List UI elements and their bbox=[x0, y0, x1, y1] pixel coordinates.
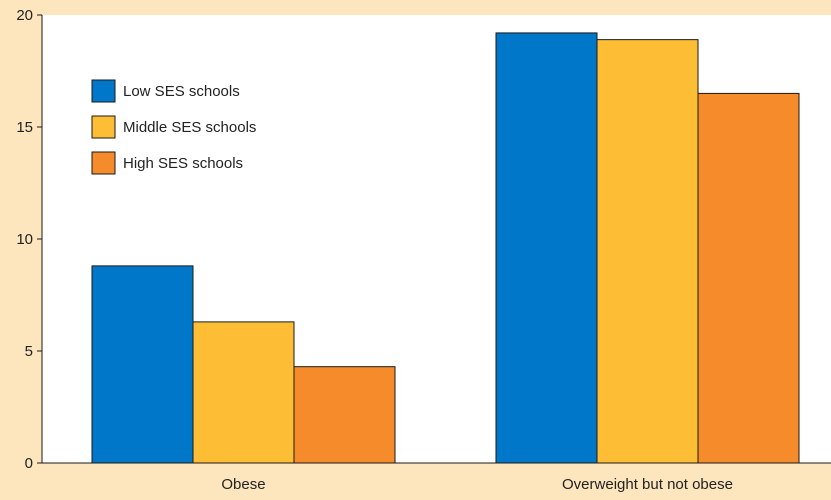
bar-overweight-but-not-obese-low-ses-schools bbox=[495, 32, 598, 464]
y-tick-label: 20 bbox=[16, 7, 33, 24]
y-tick-label: 15 bbox=[16, 119, 33, 136]
y-tick-label: 10 bbox=[16, 231, 33, 248]
y-tick-label: 0 bbox=[25, 455, 33, 472]
legend: Low SES schools Middle SES schools High SE… bbox=[91, 79, 256, 175]
legend-swatch bbox=[91, 79, 116, 103]
x-category-label: Overweight but not obese bbox=[562, 476, 733, 493]
legend-label: High SES schools bbox=[123, 155, 243, 172]
legend-label: Low SES schools bbox=[123, 83, 240, 100]
y-axis: 0 5 10 15 20 bbox=[16, 7, 43, 472]
legend-swatch bbox=[91, 115, 116, 139]
bar-overweight-but-not-obese-middle-ses-schools bbox=[596, 39, 699, 464]
legend-swatch bbox=[91, 151, 116, 175]
x-category-label: Obese bbox=[221, 476, 265, 493]
bar-obese-high-ses-schools bbox=[293, 366, 396, 464]
legend-label: Middle SES schools bbox=[123, 119, 256, 136]
bars-group bbox=[91, 32, 800, 464]
bar-obese-middle-ses-schools bbox=[192, 321, 295, 464]
y-tick-label: 5 bbox=[25, 343, 33, 360]
x-axis: Obese Overweight but not obese bbox=[42, 462, 831, 493]
bar-obese-low-ses-schools bbox=[91, 265, 194, 464]
bar-overweight-but-not-obese-high-ses-schools bbox=[697, 92, 800, 464]
